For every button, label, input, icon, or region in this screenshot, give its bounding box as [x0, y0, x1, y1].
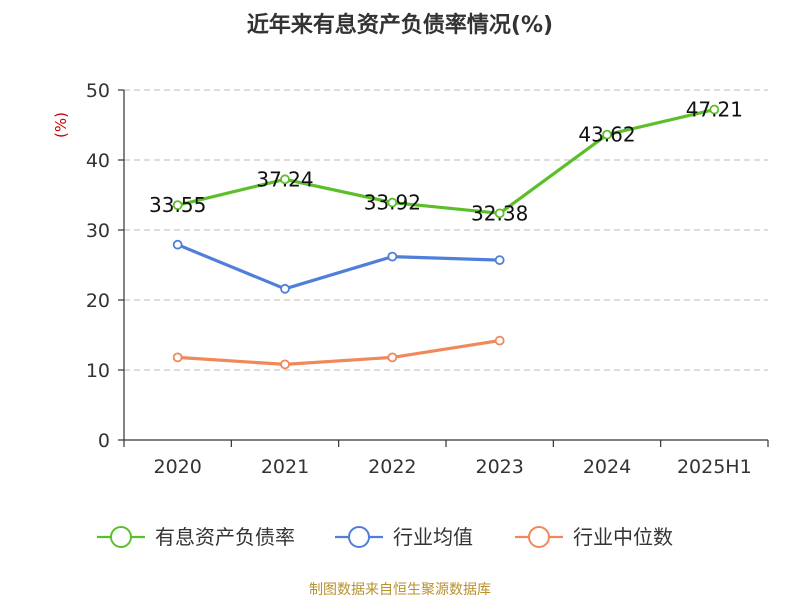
- legend-label: 行业中位数: [573, 525, 673, 549]
- x-tick-label: 2023: [475, 456, 523, 478]
- data-label: 37.24: [256, 167, 313, 191]
- y-tick-label: 30: [86, 220, 110, 242]
- y-axis-unit-label: (%): [52, 112, 70, 138]
- y-tick-label: 50: [86, 80, 110, 102]
- data-point-marker: [280, 174, 290, 185]
- legend: 有息资产负债率 行业均值 行业中位数: [97, 525, 673, 549]
- series-lines: [172, 104, 720, 370]
- legend-label: 有息资产负债率: [155, 525, 295, 549]
- data-point-marker: [387, 352, 398, 363]
- data-label: 32.38: [471, 201, 528, 225]
- data-point-marker: [494, 255, 505, 266]
- data-point-marker: [280, 283, 290, 294]
- data-point-marker: [387, 251, 398, 262]
- data-point-marker: [709, 104, 720, 115]
- data-label: 43.62: [578, 123, 635, 147]
- data-point-marker: [387, 197, 398, 208]
- y-tick-label: 40: [86, 150, 110, 172]
- data-point-marker: [172, 352, 183, 363]
- data-label: 33.92: [364, 191, 421, 215]
- data-point-marker: [172, 239, 183, 250]
- legend-swatch-marker: [528, 526, 550, 548]
- x-tick-label: 2024: [583, 456, 631, 478]
- grid-lines: [124, 89, 768, 371]
- data-source-label: 制图数据来自恒生聚源数据库: [309, 582, 491, 598]
- series-line-0: [177, 107, 715, 215]
- data-point-marker: [280, 359, 290, 370]
- legend-swatch-marker: [348, 526, 370, 548]
- legend-label: 行业均值: [393, 525, 473, 549]
- chart-title: 近年来有息资产负债率情况(%): [247, 12, 553, 38]
- data-point-marker: [494, 335, 505, 346]
- y-tick-label: 20: [86, 290, 110, 312]
- series-line-1: [177, 243, 500, 291]
- y-tick-label: 0: [98, 430, 110, 452]
- x-tick-label: 2020: [153, 456, 201, 478]
- series-line-2: [177, 339, 500, 366]
- data-label: 47.21: [686, 98, 743, 122]
- x-tick-label: 2022: [368, 456, 416, 478]
- data-labels: 33.55 37.24 33.92 32.38 43.62 47.21: [149, 98, 743, 226]
- data-point-marker: [172, 200, 183, 211]
- y-tick-label: 10: [86, 360, 110, 382]
- data-point-marker: [602, 129, 612, 140]
- x-tick-label: 2025H1: [677, 456, 752, 478]
- data-point-marker: [494, 208, 505, 219]
- data-label: 33.55: [149, 193, 206, 217]
- x-tick-label: 2021: [261, 456, 309, 478]
- legend-swatch-marker: [110, 526, 132, 548]
- axes: 0 10 20 30 40 50 2020 2021 2022 2023 2024 2025H1: [86, 80, 769, 478]
